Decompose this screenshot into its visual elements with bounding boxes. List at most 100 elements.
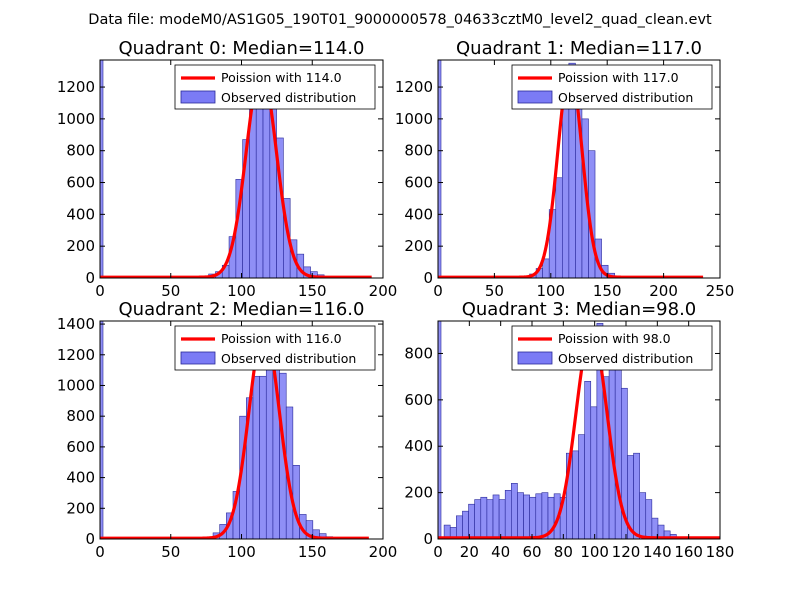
quadrant-2-ytick-label: 400 — [66, 469, 95, 487]
quadrant-3-ytick-label: 200 — [404, 484, 433, 502]
quadrant-2-hist-bar — [259, 375, 267, 539]
quadrant-3-poisson-line — [438, 329, 720, 539]
quadrant-3-hist-bar — [578, 434, 585, 539]
quadrant-2-title: Quadrant 2: Median=116.0 — [119, 299, 365, 320]
quadrant-3-hist-bar — [498, 499, 506, 539]
quadrant-3-title: Quadrant 3: Median=98.0 — [462, 299, 697, 320]
quadrant-3-panel: Quadrant 3: Median=98.0 0 20 40 60 80 100 120 14… — [404, 299, 734, 561]
quadrant-1-ytick-label: 1200 — [395, 78, 433, 96]
quadrant-1-legend-poisson-label: Poission with 117.0 — [558, 70, 679, 85]
quadrant-3-legend-poisson-label: Poission with 98.0 — [558, 331, 671, 346]
quadrant-3-ytick-label: 400 — [404, 437, 433, 455]
quadrant-3-hist-bar — [541, 492, 549, 539]
quadrant-3-xtick-label: 120 — [612, 543, 641, 561]
quadrant-3-hist-bar — [523, 494, 530, 539]
quadrant-3-xtick-label: 100 — [580, 543, 609, 561]
quadrant-3-axes-frame — [437, 320, 721, 540]
quadrant-0-ytick-label: 400 — [66, 205, 95, 223]
quadrant-1-panel: Quadrant 1: Median=117.0 0 50 100 150 200 250 0… — [395, 38, 735, 300]
quadrant-0-panel: Quadrant 0: Median=114.0 0 50 100 150 200 0 200… — [57, 38, 398, 300]
quadrant-2-hist-bar — [265, 354, 274, 539]
quadrant-1-ytick-label: 800 — [404, 142, 433, 160]
quadrant-0-xtick-label: 200 — [369, 282, 398, 300]
quadrant-2-ytick-label: 600 — [66, 438, 95, 456]
quadrant-1-legend: Poission with 117.0 Observed distribution — [511, 64, 713, 110]
quadrant-3-hist-bar — [511, 483, 518, 539]
quadrant-0-zero-bar — [100, 60, 104, 278]
quadrant-1-xtick-label: 150 — [593, 282, 622, 300]
quadrant-3-xtick-label: 0 — [433, 543, 443, 561]
quadrant-1-hist-bar — [562, 85, 570, 278]
quadrant-2-panel: Quadrant 2: Median=116.0 0 50 100 150 200 0 200… — [57, 299, 398, 561]
quadrant-2-ytick-label: 1200 — [57, 346, 95, 364]
quadrant-1-zero-bar — [438, 60, 442, 278]
quadrant-0-ytick-label: 1200 — [57, 78, 95, 96]
quadrant-0-plot-area — [100, 60, 373, 278]
quadrant-3-xtick-label: 40 — [491, 543, 510, 561]
quadrant-3-hist-bar — [504, 489, 512, 539]
quadrant-2-legend-hist-swatch — [180, 351, 216, 365]
quadrant-2-xtick-label: 100 — [227, 543, 256, 561]
quadrant-0-xtick-label: 0 — [95, 282, 105, 300]
quadrant-1-xtick-label: 50 — [485, 282, 504, 300]
quadrant-2-legend-hist-label: Observed distribution — [221, 351, 356, 366]
quadrant-1-legend-hist-swatch — [517, 90, 553, 104]
quadrant-2-hist-bar — [319, 533, 327, 539]
quadrant-1-hist-bar — [555, 177, 563, 278]
quadrant-3-hist-bar — [614, 355, 622, 539]
quadrant-1-axes-frame — [437, 59, 721, 279]
quadrant-3-hist-bar — [529, 496, 537, 539]
quadrant-3-plot-area — [438, 321, 720, 539]
quadrant-0-xtick-label: 150 — [298, 282, 327, 300]
quadrant-0-ytick-label: 0 — [85, 269, 95, 287]
quadrant-1-xtick-label: 250 — [706, 282, 735, 300]
quadrant-0-legend: Poission with 114.0 Observed distribution — [174, 64, 376, 110]
quadrant-3-hist-bar — [517, 492, 524, 539]
quadrant-1-ytick-label: 0 — [423, 269, 433, 287]
quadrant-3-legend-hist-swatch — [517, 351, 553, 365]
quadrant-3-hist-bar — [645, 499, 653, 539]
quadrant-0-xtick-label: 100 — [227, 282, 256, 300]
quadrant-3-hist-bar — [462, 510, 469, 539]
quadrant-3-hist-bar — [480, 496, 488, 539]
quadrant-1-ytick-label: 400 — [404, 205, 433, 223]
quadrant-3-hist-bar — [590, 406, 598, 539]
quadrant-3-xtick-label: 20 — [460, 543, 479, 561]
quadrant-3-ytick-label: 800 — [404, 344, 433, 362]
quadrant-2-hist-bar — [252, 375, 260, 539]
quadrant-3-hist-bar — [535, 493, 543, 539]
quadrant-3-legend-hist-label: Observed distribution — [558, 351, 693, 366]
quadrant-0-poisson-line — [100, 68, 373, 278]
quadrant-1-ytick-label: 1000 — [395, 110, 433, 128]
quadrant-0-legend-hist-label: Observed distribution — [221, 90, 356, 105]
quadrant-2-ytick-label: 800 — [66, 407, 95, 425]
quadrant-3-xtick-label: 140 — [643, 543, 672, 561]
quadrant-3-hist-bar — [468, 503, 475, 539]
quadrant-1-ytick-label: 600 — [404, 174, 433, 192]
quadrant-2-legend: Poission with 116.0 Observed distribution — [174, 325, 376, 371]
quadrant-0-legend-poisson-label: Poission with 114.0 — [221, 70, 342, 85]
quadrant-3-zero-bar — [438, 321, 442, 539]
quadrant-2-xtick-label: 150 — [298, 543, 327, 561]
quadrant-3-hist-bar — [486, 499, 494, 539]
quadrant-2-plot-area — [100, 321, 370, 539]
quadrant-0-ytick-label: 600 — [66, 174, 95, 192]
quadrant-2-zero-bar — [100, 321, 104, 539]
quadrant-1-xtick-label: 0 — [433, 282, 443, 300]
quadrant-3-hist-bar — [474, 499, 482, 539]
quadrant-3-xtick-label: 160 — [674, 543, 703, 561]
quadrant-2-ytick-label: 0 — [85, 530, 95, 548]
quadrant-2-ytick-label: 200 — [66, 499, 95, 517]
quadrant-3-hist-bar — [584, 380, 592, 539]
quadrant-3-xtick-label: 60 — [522, 543, 541, 561]
quadrant-3-hist-bar — [639, 492, 647, 539]
quadrant-2-poisson-line — [100, 327, 370, 539]
quadrant-2-ytick-label: 1400 — [57, 315, 95, 333]
quadrant-1-xtick-label: 100 — [536, 282, 565, 300]
quadrant-1-legend-hist-label: Observed distribution — [558, 90, 693, 105]
figure-suptitle: Data file: modeM0/AS1G05_190T01_90000005… — [88, 12, 712, 28]
quadrant-0-xtick-label: 50 — [161, 282, 180, 300]
quadrant-0-ytick-label: 1000 — [57, 110, 95, 128]
quadrant-0-ytick-label: 800 — [66, 142, 95, 160]
